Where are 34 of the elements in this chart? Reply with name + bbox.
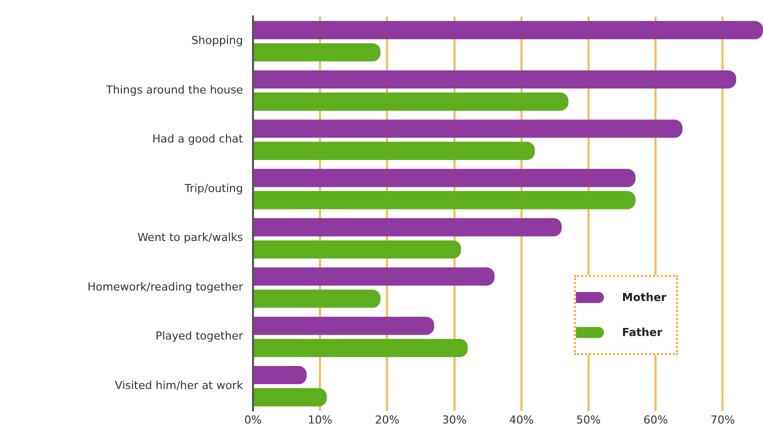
bar [254,168,636,188]
x-tick-label: 30% [442,413,467,426]
legend-label: Father [622,326,662,339]
y-tick-label: Played together [155,330,244,343]
bar [254,92,568,111]
x-tick-label: 0% [244,413,262,426]
bar [254,290,380,308]
bar [254,191,636,210]
bar [254,338,468,358]
bar [254,240,462,259]
y-tick-label: Shopping [191,34,243,48]
y-tick-label: Homework/reading together [88,280,244,294]
bar [254,70,736,89]
legend-label: Mother [622,291,666,304]
y-tick-label: Went to park/walks [137,231,244,244]
y-tick-label: Had a good chat [152,132,244,146]
bar [254,316,434,335]
bar [254,366,307,384]
bar [254,142,535,160]
x-tick-label: 60% [643,413,668,426]
y-tick-label: Trip/outing [184,182,243,195]
y-tick-label: Visited him/her at work [114,379,244,392]
x-tick-label: 70% [710,413,735,426]
x-tick-label: 50% [576,413,601,426]
x-tick-label: 20% [374,413,400,426]
y-tick-label: Things around the house [105,83,244,96]
bar [254,218,562,236]
bar [254,120,682,138]
bar [254,388,327,406]
bar [254,267,495,286]
x-tick-label: 10% [308,413,332,426]
x-tick-label: 40% [509,413,534,426]
bar [254,43,380,62]
bar [254,21,763,40]
